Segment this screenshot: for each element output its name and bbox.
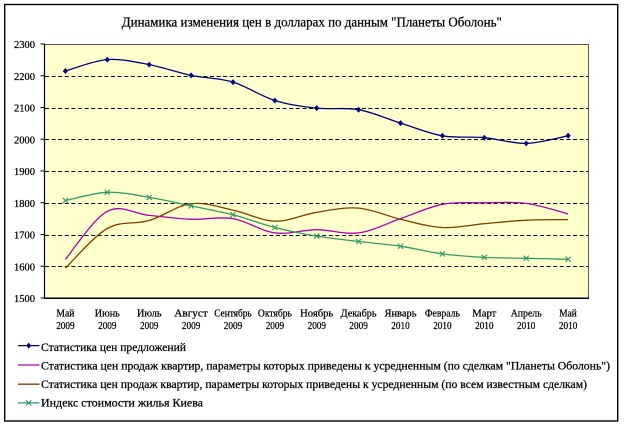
- svg-text:2300: 2300: [14, 40, 35, 51]
- svg-text:2100: 2100: [14, 104, 35, 115]
- svg-text:2009: 2009: [140, 321, 158, 332]
- svg-text:Индекс стоимости жилья Киева: Индекс стоимости жилья Киева: [41, 396, 204, 410]
- svg-text:Ноябрь: Ноябрь: [300, 308, 333, 319]
- svg-text:1700: 1700: [14, 231, 35, 242]
- svg-text:2010: 2010: [559, 321, 577, 332]
- svg-text:Статистика цен продаж квартир,: Статистика цен продаж квартир, параметры…: [41, 377, 587, 391]
- svg-text:2009: 2009: [182, 321, 200, 332]
- svg-text:2000: 2000: [14, 135, 35, 146]
- svg-text:Май: Май: [56, 308, 74, 319]
- svg-text:Июнь: Июнь: [95, 308, 120, 319]
- svg-text:1500: 1500: [14, 294, 35, 305]
- svg-text:Август: Август: [174, 308, 208, 319]
- svg-text:2010: 2010: [391, 321, 409, 332]
- svg-text:Март: Март: [472, 308, 496, 319]
- svg-text:Статистика цен продаж квартир,: Статистика цен продаж квартир, параметры…: [41, 359, 610, 373]
- svg-text:2009: 2009: [266, 321, 284, 332]
- svg-text:2009: 2009: [224, 321, 242, 332]
- svg-text:Сентябрь: Сентябрь: [214, 308, 252, 319]
- svg-text:1900: 1900: [14, 167, 35, 178]
- svg-text:2200: 2200: [14, 72, 35, 83]
- svg-text:2010: 2010: [475, 321, 493, 332]
- svg-text:Июль: Июль: [137, 308, 162, 319]
- svg-text:Январь: Январь: [385, 308, 417, 319]
- svg-text:Статистика цен предложений: Статистика цен предложений: [41, 340, 187, 354]
- svg-text:2010: 2010: [433, 321, 451, 332]
- svg-text:2010: 2010: [517, 321, 535, 332]
- svg-text:1600: 1600: [14, 262, 35, 273]
- svg-text:Октябрь: Октябрь: [258, 308, 292, 319]
- svg-text:2009: 2009: [349, 321, 367, 332]
- svg-text:2009: 2009: [308, 321, 326, 332]
- svg-text:Декабрь: Декабрь: [341, 308, 377, 319]
- svg-text:Май: Май: [559, 308, 577, 319]
- svg-text:Февраль: Февраль: [425, 308, 460, 319]
- svg-text:2009: 2009: [56, 321, 74, 332]
- svg-text:Апрель: Апрель: [511, 308, 542, 319]
- svg-text:Динамика изменения цен в долла: Динамика изменения цен в долларах по дан…: [122, 15, 502, 30]
- svg-text:2009: 2009: [98, 321, 116, 332]
- svg-text:1800: 1800: [14, 199, 35, 210]
